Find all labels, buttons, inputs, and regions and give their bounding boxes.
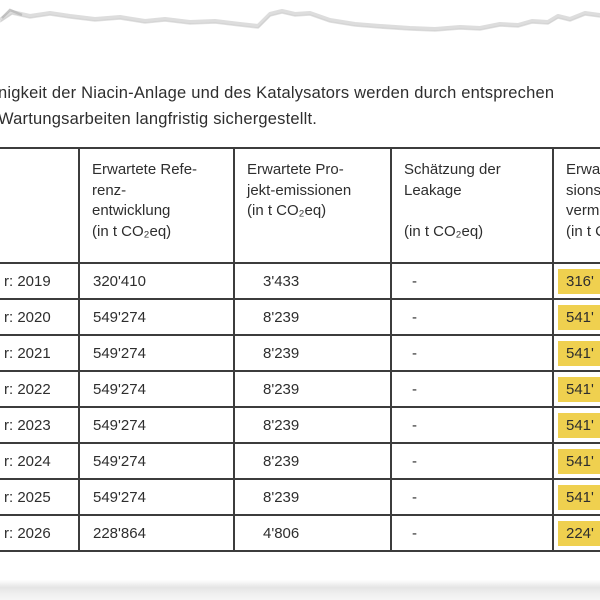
leakage-cell: - bbox=[390, 514, 554, 552]
highlighted-value: 541' bbox=[558, 484, 600, 510]
project-cell: 8'239 bbox=[233, 334, 392, 372]
highlighted-value: 224' bbox=[558, 520, 600, 546]
highlighted-value: 541' bbox=[558, 412, 600, 438]
highlighted-value: 316' bbox=[558, 268, 600, 294]
reduction-cell: 541' bbox=[552, 334, 600, 372]
intro-line-1: nigkeit der Niacin-Anlage und des Kataly… bbox=[0, 84, 555, 102]
leakage-cell: - bbox=[390, 478, 554, 516]
emissions-table-container: Erwartete Refe- renz- entwicklung (in t … bbox=[0, 147, 600, 552]
reference-cell: 549'274 bbox=[78, 406, 235, 444]
header-leakage-estimate: Schätzung der Leakage (in t CO₂eq) bbox=[390, 147, 554, 264]
table-row-2020: r: 2020 549'274 8'239 - 541' bbox=[0, 298, 600, 336]
project-cell: 8'239 bbox=[233, 478, 392, 516]
reference-cell: 549'274 bbox=[78, 370, 235, 408]
page-bottom-shadow bbox=[0, 574, 600, 600]
torn-paper-edge-icon bbox=[0, 8, 600, 32]
reduction-cell: 541' bbox=[552, 406, 600, 444]
year-cell: r: 2024 bbox=[0, 442, 80, 480]
year-cell: r: 2019 bbox=[0, 262, 80, 300]
header-reference-development: Erwartete Refe- renz- entwicklung (in t … bbox=[78, 147, 235, 264]
year-cell: r: 2020 bbox=[0, 298, 80, 336]
project-cell: 3'433 bbox=[233, 262, 392, 300]
project-cell: 8'239 bbox=[233, 442, 392, 480]
highlighted-value: 541' bbox=[558, 304, 600, 330]
reduction-cell: 541' bbox=[552, 478, 600, 516]
project-cell: 4'806 bbox=[233, 514, 392, 552]
reference-cell: 228'864 bbox=[78, 514, 235, 552]
reduction-cell: 541' bbox=[552, 298, 600, 336]
table-row-2022: r: 2022 549'274 8'239 - 541' bbox=[0, 370, 600, 408]
reference-cell: 549'274 bbox=[78, 334, 235, 372]
header-year bbox=[0, 147, 80, 264]
header-project-emissions: Erwartete Pro- jekt-emissionen (in t CO₂… bbox=[233, 147, 392, 264]
emissions-table: Erwartete Refe- renz- entwicklung (in t … bbox=[0, 147, 600, 552]
table-row-2023: r: 2023 549'274 8'239 - 541' bbox=[0, 406, 600, 444]
year-cell: r: 2026 bbox=[0, 514, 80, 552]
table-row-2021: r: 2021 549'274 8'239 - 541' bbox=[0, 334, 600, 372]
reference-cell: 549'274 bbox=[78, 478, 235, 516]
highlighted-value: 541' bbox=[558, 340, 600, 366]
table-row-2026: r: 2026 228'864 4'806 - 224' bbox=[0, 514, 600, 552]
intro-paragraph: nigkeit der Niacin-Anlage und des Kataly… bbox=[0, 80, 600, 132]
intro-line-2: Wartungsarbeiten langfristig sichergeste… bbox=[0, 110, 318, 128]
leakage-cell: - bbox=[390, 370, 554, 408]
table-row-2024: r: 2024 549'274 8'239 - 541' bbox=[0, 442, 600, 480]
year-cell: r: 2025 bbox=[0, 478, 80, 516]
leakage-cell: - bbox=[390, 298, 554, 336]
year-cell: r: 2022 bbox=[0, 370, 80, 408]
highlighted-value: 541' bbox=[558, 376, 600, 402]
reference-cell: 549'274 bbox=[78, 442, 235, 480]
leakage-cell: - bbox=[390, 442, 554, 480]
leakage-cell: - bbox=[390, 334, 554, 372]
reduction-cell: 316' bbox=[552, 262, 600, 300]
project-cell: 8'239 bbox=[233, 298, 392, 336]
leakage-cell: - bbox=[390, 262, 554, 300]
reduction-cell: 541' bbox=[552, 442, 600, 480]
project-cell: 8'239 bbox=[233, 370, 392, 408]
year-cell: r: 2021 bbox=[0, 334, 80, 372]
reduction-cell: 541' bbox=[552, 370, 600, 408]
highlighted-value: 541' bbox=[558, 448, 600, 474]
year-cell: r: 2023 bbox=[0, 406, 80, 444]
table-row-2025: r: 2025 549'274 8'239 - 541' bbox=[0, 478, 600, 516]
reference-cell: 549'274 bbox=[78, 298, 235, 336]
reduction-cell: 224' bbox=[552, 514, 600, 552]
table-header-row: Erwartete Refe- renz- entwicklung (in t … bbox=[0, 147, 600, 264]
project-cell: 8'239 bbox=[233, 406, 392, 444]
table-row-2019: r: 2019 320'410 3'433 - 316' bbox=[0, 262, 600, 300]
reference-cell: 320'410 bbox=[78, 262, 235, 300]
header-emission-reduction: Erwa sions verm (in t C bbox=[552, 147, 600, 264]
leakage-cell: - bbox=[390, 406, 554, 444]
